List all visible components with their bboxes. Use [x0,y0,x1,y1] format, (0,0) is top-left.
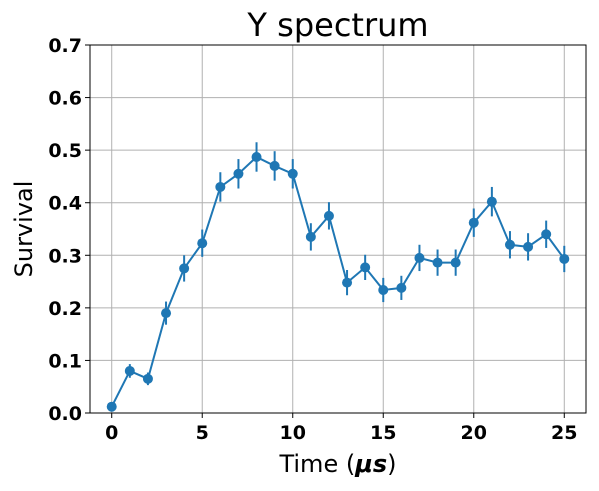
data-point [287,168,298,179]
data-point [432,257,443,268]
x-axis-ticks: 0 5 10 15 20 25 [105,413,578,444]
data-point [269,160,280,171]
data-point [305,231,316,242]
y-tick-label: 0.5 [48,140,82,162]
data-point [450,257,461,268]
data-point [161,308,172,319]
data-point [414,252,425,263]
data-point [378,284,389,295]
x-axis-title-prefix: Time ( [278,450,355,478]
data-point [323,210,334,221]
y-tick-label: 0.0 [48,403,82,425]
y-axis-title: Survival [10,181,38,278]
y-axis-ticks: 0.0 0.1 0.2 0.3 0.4 0.5 0.6 0.7 [48,35,90,425]
y-tick-label: 0.4 [48,193,82,215]
data-point [106,401,117,412]
y-tick-label: 0.3 [48,245,82,267]
data-point [215,181,226,192]
plot-frame [89,44,587,414]
series-line [110,155,566,408]
data-point [124,365,135,376]
data-point [142,373,153,384]
y-tick-label: 0.7 [48,35,82,57]
x-tick-label: 25 [551,422,577,444]
data-point [504,239,515,250]
x-axis-title: Time (μs) [278,450,396,478]
x-axis-title-unit: μs [354,450,387,478]
y-tick-label: 0.1 [48,350,82,372]
x-axis-title-suffix: ) [387,450,396,478]
data-point [360,262,371,273]
data-point [233,168,244,179]
x-tick-label: 0 [105,422,118,444]
x-tick-label: 20 [461,422,487,444]
chart-title: Y spectrum [246,6,428,44]
data-point [541,229,552,240]
grid [90,44,586,414]
data-point [468,217,479,228]
x-tick-label: 5 [196,422,209,444]
x-tick-label: 15 [370,422,396,444]
x-tick-label: 10 [280,422,306,444]
data-point [396,282,407,293]
data-point [486,196,497,207]
data-point [251,151,262,162]
data-points [106,151,570,412]
y-tick-label: 0.2 [48,298,82,320]
data-point [197,238,208,249]
y-tick-label: 0.6 [48,88,82,110]
error-bars [110,142,566,411]
data-point [523,241,534,252]
data-point [342,277,353,288]
data-point [559,253,570,264]
data-point [179,263,190,274]
